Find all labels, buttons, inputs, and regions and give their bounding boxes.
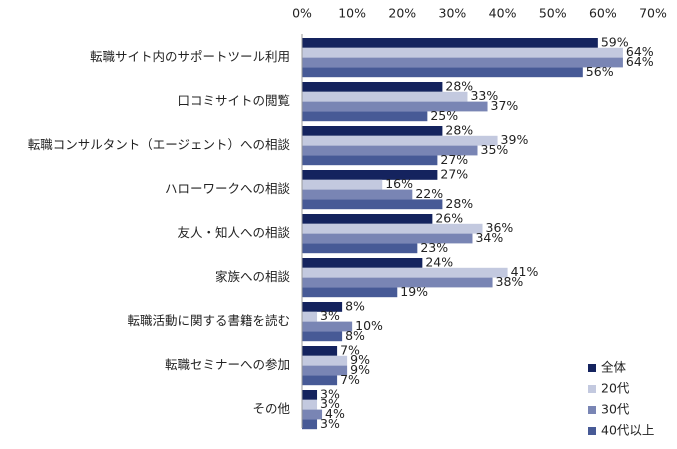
bar [302,82,443,92]
bar [302,302,343,312]
bar [302,67,583,78]
bar [302,91,468,102]
value-label: 19% [400,284,428,299]
y-tick-label: 家族への相談 [215,269,291,284]
value-label: 9% [350,352,370,367]
value-label: 33% [470,88,498,103]
value-label: 24% [425,254,453,269]
bar [302,399,318,410]
legend-marker [588,406,596,414]
bar [302,189,413,200]
value-label: 3% [320,308,340,323]
bar [302,57,623,68]
value-label: 25% [430,108,458,123]
value-label: 41% [511,264,539,279]
legend-label: 全体 [601,360,627,375]
bar [302,331,343,342]
value-label: 9% [350,362,370,377]
value-label: 26% [435,210,463,225]
bar [302,233,473,244]
value-label: 38% [496,274,524,289]
value-label: 39% [501,132,529,147]
value-label: 27% [440,166,468,181]
bar [302,375,338,386]
x-tick-label: 70% [639,6,667,21]
bar [302,47,623,58]
value-label: 37% [491,98,519,113]
value-label: 28% [445,196,473,211]
x-tick-label: 40% [489,6,517,21]
x-tick-label: 0% [292,6,312,21]
bar [302,170,438,180]
bar [302,199,443,210]
legend-label: 20代 [601,381,630,396]
bar [302,126,443,136]
bar [302,101,488,112]
bar [302,311,318,322]
bar [302,223,483,234]
value-label: 64% [626,54,654,69]
value-label: 64% [626,44,654,59]
y-tick-label: 転職セミナーへの参加 [165,357,290,372]
x-tick-label: 60% [589,6,617,21]
x-tick-label: 10% [338,6,366,21]
value-label: 8% [345,298,365,313]
bar [302,365,348,376]
legend-label: 30代 [601,402,630,417]
value-label: 36% [486,220,514,235]
legend-marker [588,427,596,435]
bar [302,267,508,278]
value-label: 22% [415,186,443,201]
y-tick-label: その他 [252,401,290,416]
bar [302,346,338,356]
bar [302,258,423,268]
x-tick-label: 30% [439,6,467,21]
value-label: 23% [420,240,448,255]
bar [302,277,493,288]
value-label: 7% [340,342,360,357]
value-label: 27% [440,152,468,167]
y-tick-label: 転職活動に関する書籍を読む [127,313,290,328]
bar [302,409,323,420]
value-label: 16% [385,176,413,191]
y-tick-label: ハローワークへの相談 [165,181,291,196]
value-label: 56% [586,64,614,79]
bar [302,321,353,332]
value-label: 7% [340,372,360,387]
legend-label: 40代以上 [601,423,654,438]
x-tick-label: 20% [388,6,416,21]
value-label: 3% [320,386,340,401]
value-label: 3% [320,416,340,431]
legend-marker [588,385,596,393]
value-label: 8% [345,328,365,343]
bar [302,419,318,430]
bar [302,155,438,166]
value-label: 28% [445,122,473,137]
legend-marker [588,364,596,372]
value-label: 4% [325,406,345,421]
bar [302,179,383,190]
y-tick-label: 口コミサイトの閲覧 [177,93,290,108]
bar [302,390,318,400]
bar [302,38,598,48]
bar [302,145,478,156]
value-label: 3% [320,396,340,411]
bar [302,355,348,366]
bar [302,287,398,298]
value-label: 28% [445,78,473,93]
value-label: 10% [355,318,383,333]
value-label: 34% [475,230,503,245]
bar [302,135,498,146]
value-label: 35% [481,142,509,157]
value-label: 59% [601,34,629,49]
bar [302,214,433,224]
y-tick-label: 転職サイト内のサポートツール利用 [90,49,290,64]
y-tick-label: 友人・知人への相談 [177,225,290,240]
bar [302,243,418,254]
y-tick-label: 転職コンサルタント（エージェント）への相談 [28,137,291,152]
x-tick-label: 50% [539,6,567,21]
bar [302,111,428,122]
